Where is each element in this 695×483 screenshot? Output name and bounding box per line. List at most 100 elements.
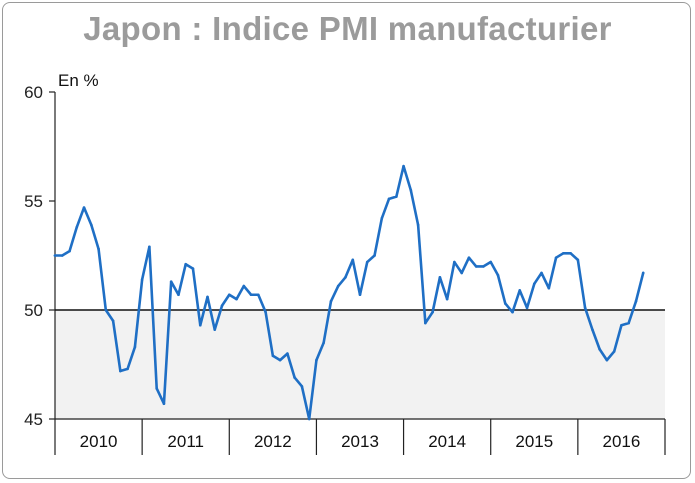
x-year-label: 2015 bbox=[515, 432, 553, 451]
pmi-data-point bbox=[126, 367, 129, 371]
pmi-data-point bbox=[409, 188, 413, 192]
pmi-data-point bbox=[286, 352, 289, 355]
pmi-data-point bbox=[75, 225, 79, 229]
pmi-data-point bbox=[315, 358, 318, 362]
pmi-data-point bbox=[104, 308, 108, 312]
y-tick-label: 60 bbox=[24, 83, 43, 102]
pmi-data-point bbox=[373, 254, 376, 257]
pmi-data-point bbox=[627, 321, 630, 325]
pmi-data-point bbox=[68, 249, 71, 253]
x-axis-labels: 2010 2011 2012 2013 2014 2015 2016 bbox=[80, 432, 641, 451]
y-axis-unit-label: En % bbox=[58, 71, 99, 90]
x-year-label: 2016 bbox=[603, 432, 641, 451]
pmi-data-point bbox=[336, 284, 340, 288]
pmi-data-point bbox=[293, 376, 296, 379]
x-year-label: 2013 bbox=[341, 432, 379, 451]
pmi-data-point bbox=[380, 217, 384, 220]
pmi-data-point bbox=[416, 223, 420, 227]
pmi-data-point bbox=[322, 341, 325, 345]
below-50-shade bbox=[55, 310, 665, 419]
pmi-data-point bbox=[598, 347, 601, 351]
y-axis-ticks: 45 50 55 60 bbox=[24, 83, 55, 429]
pmi-data-point bbox=[554, 256, 558, 259]
pmi-data-point bbox=[474, 265, 478, 268]
pmi-data-point bbox=[569, 252, 572, 255]
pmi-data-point bbox=[489, 260, 493, 264]
pmi-data-point bbox=[576, 258, 580, 262]
pmi-data-point bbox=[424, 321, 427, 325]
pmi-data-point bbox=[111, 319, 115, 323]
pmi-series-line bbox=[53, 164, 645, 421]
pmi-data-point bbox=[467, 256, 471, 259]
pmi-data-point bbox=[445, 297, 449, 301]
pmi-data-point bbox=[562, 252, 565, 255]
pmi-data-point bbox=[97, 247, 100, 251]
pmi-data-point bbox=[620, 323, 623, 327]
pmi-data-point bbox=[169, 280, 173, 283]
pmi-data-point bbox=[482, 265, 485, 268]
pmi-data-point bbox=[60, 254, 64, 257]
pmi-data-point bbox=[518, 289, 522, 292]
pmi-data-point bbox=[307, 417, 311, 421]
pmi-data-point bbox=[358, 293, 362, 297]
pmi-data-point bbox=[300, 385, 304, 388]
pmi-data-point bbox=[119, 369, 122, 373]
pmi-data-point bbox=[213, 328, 217, 331]
pmi-data-point bbox=[82, 206, 86, 209]
pmi-data-point bbox=[191, 267, 195, 270]
pmi-data-point bbox=[612, 350, 616, 353]
pmi-data-point bbox=[329, 299, 333, 303]
pmi-data-point bbox=[453, 260, 456, 264]
pmi-data-point bbox=[220, 304, 224, 307]
pmi-data-point bbox=[235, 297, 238, 301]
x-year-label: 2012 bbox=[254, 432, 292, 451]
pmi-data-point bbox=[431, 310, 434, 314]
pmi-data-point bbox=[162, 402, 166, 406]
chart-title: Japon : Indice PMI manufacturier bbox=[83, 10, 612, 47]
pmi-data-point bbox=[227, 293, 231, 297]
pmi-data-point bbox=[540, 271, 543, 275]
pmi-data-point bbox=[271, 354, 275, 358]
y-tick-label: 50 bbox=[24, 301, 43, 320]
pmi-data-point bbox=[532, 282, 536, 286]
pmi-data-point bbox=[605, 358, 609, 362]
pmi-data-point bbox=[249, 293, 253, 297]
x-year-label: 2014 bbox=[428, 432, 466, 451]
pmi-data-point bbox=[206, 295, 209, 299]
pmi-series-points bbox=[53, 164, 645, 421]
pmi-data-point bbox=[278, 358, 282, 362]
pmi-data-point bbox=[583, 306, 587, 310]
pmi-data-point bbox=[257, 293, 260, 297]
pmi-data-point bbox=[351, 258, 355, 262]
pmi-data-point bbox=[365, 260, 369, 264]
pmi-data-point bbox=[133, 345, 137, 349]
x-year-label: 2010 bbox=[80, 432, 118, 451]
pmi-data-point bbox=[496, 273, 500, 277]
year-dividers bbox=[141, 419, 666, 455]
pmi-data-point bbox=[264, 310, 267, 314]
pmi-data-point bbox=[395, 195, 398, 198]
pmi-data-point bbox=[53, 254, 57, 257]
pmi-data-point bbox=[503, 302, 507, 305]
pmi-data-point bbox=[198, 323, 202, 327]
pmi-data-point bbox=[402, 164, 405, 168]
pmi-data-point bbox=[641, 271, 645, 275]
x-year-label: 2011 bbox=[167, 432, 204, 451]
pmi-data-point bbox=[525, 306, 529, 310]
pmi-data-point bbox=[177, 293, 180, 297]
pmi-data-point bbox=[438, 276, 442, 279]
pmi-data-point bbox=[184, 262, 188, 266]
pmi-data-point bbox=[547, 286, 551, 290]
pmi-data-point bbox=[148, 245, 151, 249]
pmi-data-point bbox=[460, 271, 463, 275]
y-tick-label: 55 bbox=[24, 192, 43, 211]
pmi-data-point bbox=[387, 197, 391, 201]
pmi-data-point bbox=[155, 387, 158, 390]
pmi-data-point bbox=[90, 223, 93, 227]
pmi-data-point bbox=[511, 310, 514, 314]
pmi-data-point bbox=[344, 276, 347, 279]
pmi-data-point bbox=[242, 284, 246, 288]
pmi-data-point bbox=[140, 278, 144, 281]
y-tick-label: 45 bbox=[24, 410, 43, 429]
